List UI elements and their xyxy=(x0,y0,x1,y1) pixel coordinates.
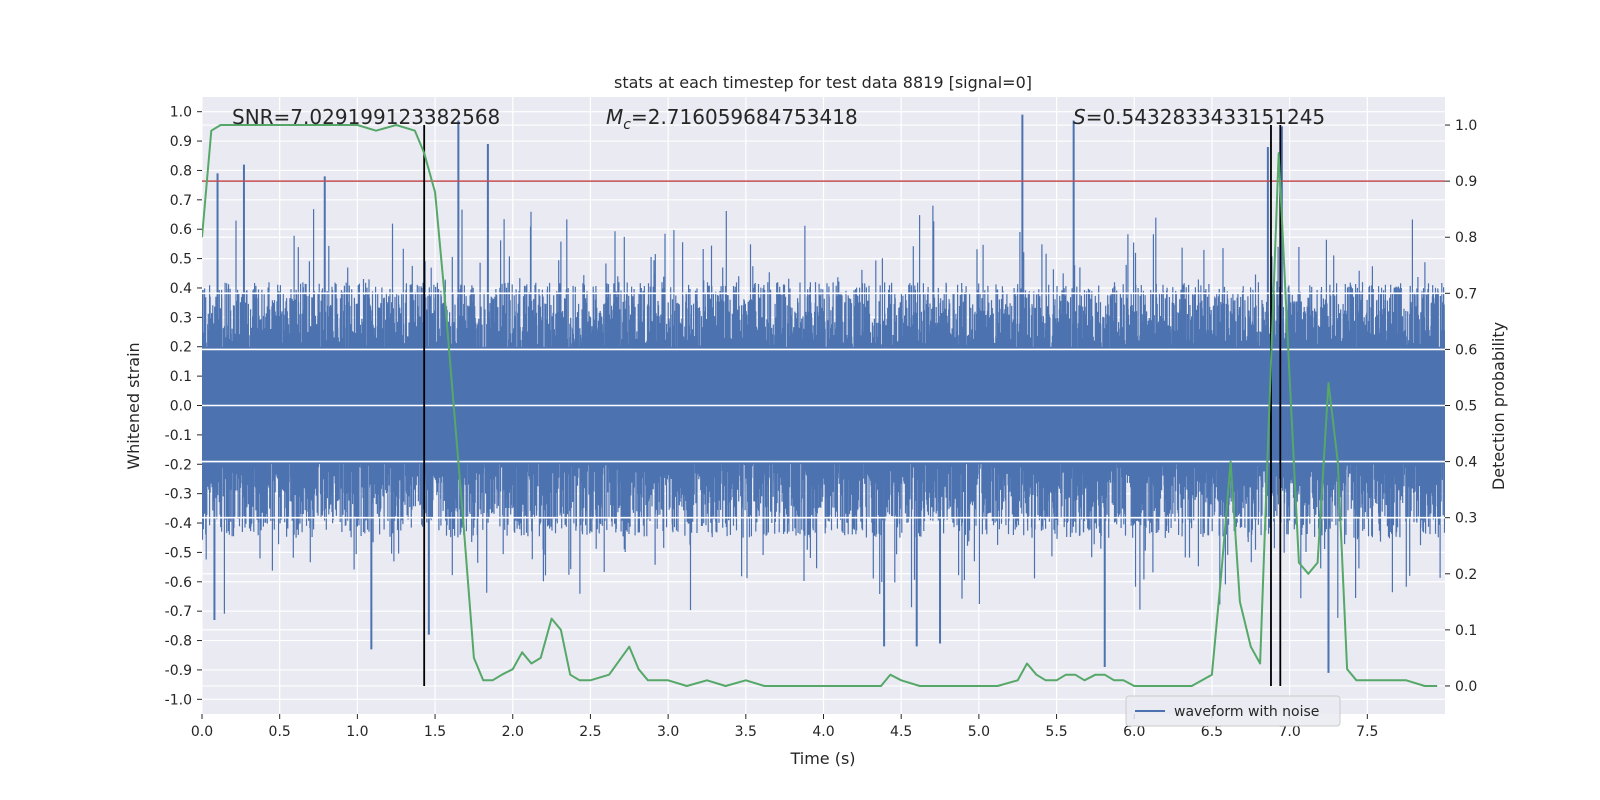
y-left-tick-label: 0.0 xyxy=(170,399,192,415)
x-tick-label: 1.5 xyxy=(424,724,446,740)
y-left-tick-label: 0.4 xyxy=(170,281,192,297)
y-left-tick-label: -0.8 xyxy=(165,634,192,650)
y-left-axis-label: Whitened strain xyxy=(124,342,143,469)
y-right-tick-label: 0.0 xyxy=(1455,679,1477,695)
legend-box xyxy=(1125,695,1341,727)
y-right-tick-label: 0.4 xyxy=(1455,455,1477,471)
x-tick-label: 2.0 xyxy=(502,724,524,740)
chirp-mass-value: =2.716059684753418 xyxy=(631,105,858,129)
y-right-tick-label: 0.7 xyxy=(1455,286,1477,302)
x-tick-label: 6.0 xyxy=(1123,724,1145,740)
y-right-tick-label: 0.1 xyxy=(1455,623,1477,639)
waveform-spikes xyxy=(202,205,1445,618)
y-left-tick-label: -0.2 xyxy=(165,457,192,473)
y-left-tick-label: 1.0 xyxy=(170,105,192,121)
y-right-tick-label: 0.5 xyxy=(1455,399,1477,415)
y-right-tick-label: 0.3 xyxy=(1455,511,1477,527)
x-tick-label: 7.0 xyxy=(1278,724,1300,740)
y-left-tick-label: -0.6 xyxy=(165,575,192,591)
s-symbol: S xyxy=(1073,105,1086,129)
y-left-tick-label: -1.0 xyxy=(165,692,192,708)
y-left-tick-label: 0.6 xyxy=(170,222,192,238)
y-left-tick-label: -0.4 xyxy=(165,516,192,532)
y-left-tick-label: 0.1 xyxy=(170,369,192,385)
y-left-tick-label: -0.5 xyxy=(165,545,192,561)
x-axis-label: Time (s) xyxy=(789,749,855,768)
probability-series xyxy=(202,124,1438,687)
y-right-axis-ticks: 0.0 0.1 0.2 0.3 0.4 0.5 0.6 0.7 0.8 0.9 1.0 xyxy=(1445,118,1477,695)
chirp-mass-annotation: Mc=2.716059684753418 xyxy=(606,105,858,133)
x-tick-label: 0.5 xyxy=(269,724,291,740)
x-tick-label: 0.0 xyxy=(191,724,213,740)
y-right-tick-label: 0.6 xyxy=(1455,342,1477,358)
x-tick-label: 5.0 xyxy=(968,724,990,740)
x-tick-label: 3.5 xyxy=(735,724,757,740)
snr-annotation: SNR=7.029199123382568 xyxy=(232,105,500,129)
y-left-tick-label: 0.3 xyxy=(170,310,192,326)
x-axis-ticks: 0.0 0.5 1.0 1.5 2.0 2.5 3.0 3.5 4.0 4.5 5.0 5.5 6.0 6… xyxy=(191,714,1378,740)
y-right-tick-label: 0.9 xyxy=(1455,174,1477,190)
waveform-series xyxy=(202,114,1445,673)
y-left-tick-label: -0.3 xyxy=(165,487,192,503)
y-left-tick-label: 0.8 xyxy=(170,163,192,179)
y-right-tick-label: 1.0 xyxy=(1455,118,1477,134)
x-tick-label: 4.5 xyxy=(890,724,912,740)
chirp-mass-subscript: c xyxy=(623,117,631,133)
x-tick-label: 3.0 xyxy=(657,724,679,740)
y-left-axis-ticks: -1.0 -0.9 -0.8 -0.7 -0.6 -0.5 -0.4 -0.3 -0.2 -0.1… xyxy=(165,105,202,708)
detection-markers xyxy=(423,125,1282,686)
legend: waveform with noise xyxy=(1125,695,1341,727)
x-tick-label: 1.0 xyxy=(346,724,368,740)
y-right-tick-label: 0.2 xyxy=(1455,567,1477,583)
x-tick-label: 7.5 xyxy=(1356,724,1378,740)
legend-label: waveform with noise xyxy=(1174,704,1319,720)
x-tick-label: 5.5 xyxy=(1045,724,1067,740)
y-left-tick-label: 0.5 xyxy=(170,252,192,268)
y-left-tick-label: -0.9 xyxy=(165,663,192,679)
chirp-mass-symbol: M xyxy=(606,105,623,129)
y-right-axis-label: Detection probability xyxy=(1489,322,1508,490)
y-right-tick-label: 0.8 xyxy=(1455,230,1477,246)
y-left-tick-label: 0.9 xyxy=(170,134,192,150)
chart-title: stats at each timestep for test data 881… xyxy=(614,73,1032,92)
x-tick-label: 2.5 xyxy=(579,724,601,740)
x-tick-label: 4.0 xyxy=(812,724,834,740)
y-left-tick-label: 0.7 xyxy=(170,193,192,209)
s-value: =0.5432833433151245 xyxy=(1086,105,1325,129)
grid-lines-over-waveform xyxy=(202,292,1445,519)
y-left-tick-label: -0.7 xyxy=(165,604,192,620)
s-annotation: S=0.5432833433151245 xyxy=(1073,105,1325,129)
y-left-tick-label: 0.2 xyxy=(170,340,192,356)
x-tick-label: 6.5 xyxy=(1201,724,1223,740)
y-left-tick-label: -0.1 xyxy=(165,428,192,444)
